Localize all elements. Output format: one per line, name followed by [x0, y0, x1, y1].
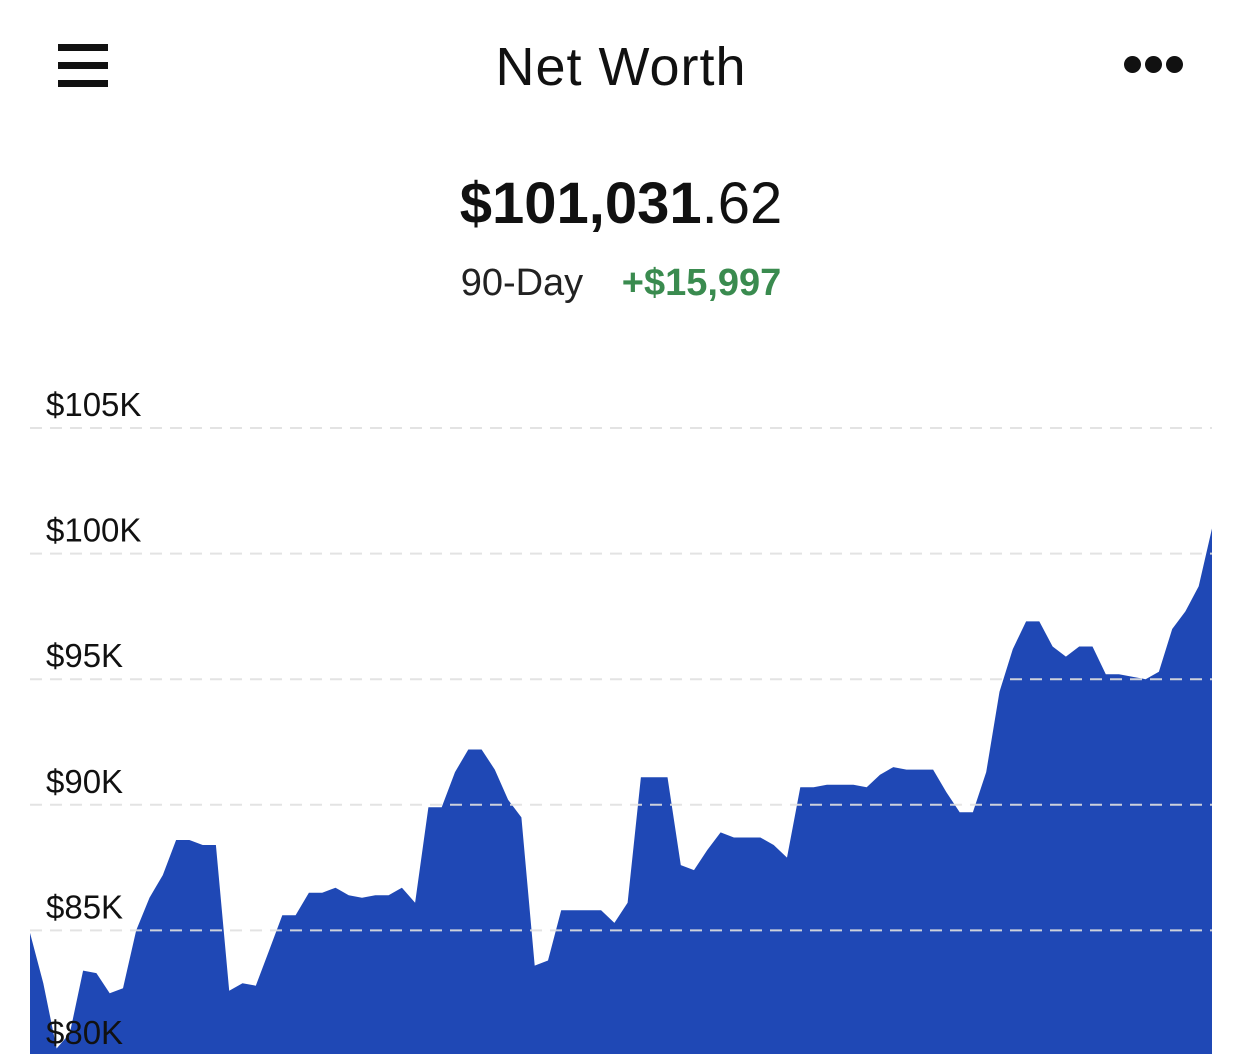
hamburger-menu-icon[interactable]: [58, 44, 110, 88]
net-worth-balance: $101,031.62: [0, 170, 1242, 237]
y-tick-label: $95K: [46, 637, 123, 674]
period-label: 90-Day: [460, 262, 584, 304]
top-bar: Net Worth: [0, 0, 1242, 135]
net-worth-area: [30, 528, 1212, 1054]
y-tick-label: $90K: [46, 763, 123, 800]
y-tick-label: $105K: [46, 386, 141, 423]
more-options-icon[interactable]: [1122, 56, 1184, 76]
period-change: +$15,997: [621, 262, 782, 304]
net-worth-chart[interactable]: $80K $85K $90K $95K $100K $105K: [0, 370, 1242, 1054]
balance-whole: $101,031: [459, 171, 702, 236]
y-tick-label: $85K: [46, 888, 123, 925]
y-tick-label: $80K: [46, 1014, 123, 1051]
page-title: Net Worth: [495, 37, 747, 97]
y-tick-label: $100K: [46, 512, 141, 549]
balance-cents: .62: [701, 171, 783, 236]
period-summary: 90-Day +$15,997: [0, 262, 1242, 305]
